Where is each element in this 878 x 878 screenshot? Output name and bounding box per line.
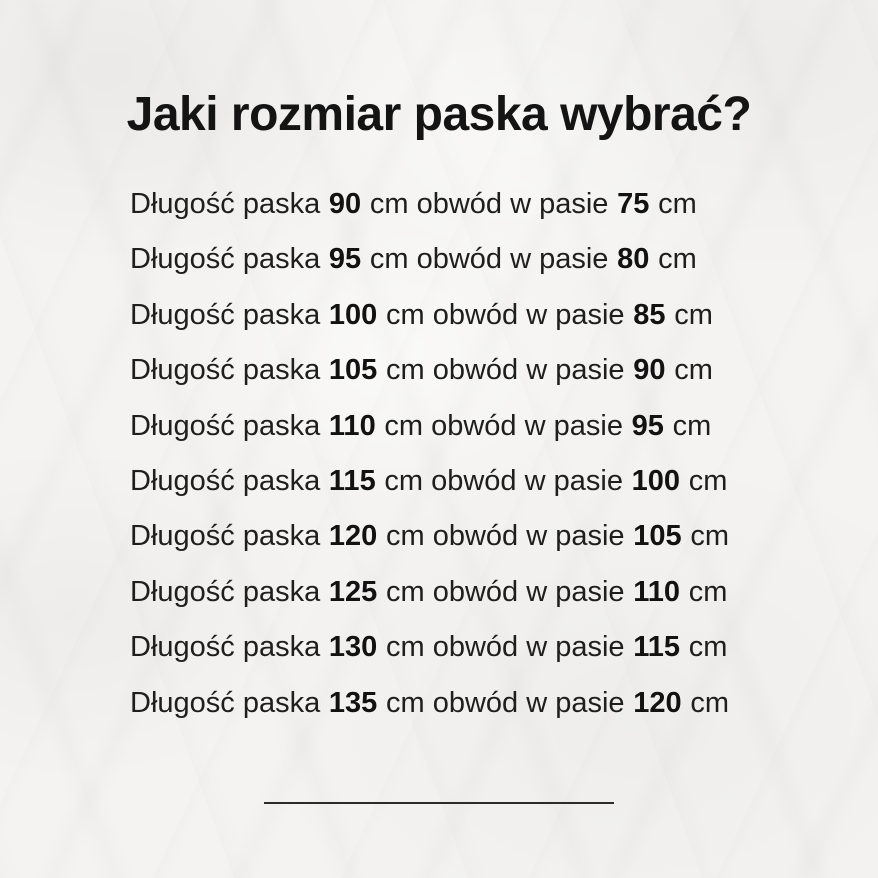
unit-label: cm bbox=[674, 354, 713, 387]
size-row: Długość paska 115 cm obwód w pasie 100 cm bbox=[130, 454, 818, 509]
waist-label: cm obwód w pasie bbox=[369, 243, 609, 276]
waist-label: cm obwód w pasie bbox=[369, 188, 609, 220]
unit-label: cm bbox=[658, 188, 697, 220]
size-row: Długość paska 130 cm obwód w pasie 115 cm bbox=[130, 620, 818, 675]
belt-length-label: Długość paska bbox=[130, 409, 321, 442]
unit-label: cm bbox=[688, 464, 728, 497]
waist-value: 80 bbox=[617, 243, 650, 276]
unit-label: cm bbox=[672, 409, 712, 442]
belt-length-label: Długość paska bbox=[130, 686, 321, 719]
waist-label: cm obwód w pasie bbox=[385, 686, 625, 719]
waist-label: cm obwód w pasie bbox=[385, 520, 625, 553]
size-list: Długość paska 90 cm obwód w pasie 75 cm Dług… bbox=[130, 177, 818, 731]
belt-length-value: 135 bbox=[328, 686, 378, 719]
waist-value: 115 bbox=[633, 631, 681, 664]
size-row: Długość paska 95 cm obwód w pasie 80 cm bbox=[130, 232, 818, 287]
unit-label: cm bbox=[690, 520, 729, 553]
waist-value: 90 bbox=[633, 354, 666, 387]
waist-value: 100 bbox=[631, 464, 681, 497]
unit-label: cm bbox=[688, 575, 728, 608]
size-row: Długość paska 120 cm obwód w pasie 105 cm bbox=[130, 509, 818, 564]
waist-label: cm obwód w pasie bbox=[384, 464, 623, 497]
size-row: Długość paska 100 cm obwód w pasie 85 cm bbox=[130, 288, 818, 343]
waist-value: 85 bbox=[633, 298, 666, 331]
belt-length-label: Długość paska bbox=[130, 520, 321, 553]
waist-label: cm obwód w pasie bbox=[385, 575, 625, 608]
waist-label: cm obwód w pasie bbox=[385, 354, 625, 387]
belt-length-label: Długość paska bbox=[130, 631, 321, 664]
belt-length-label: Długość paska bbox=[130, 243, 321, 276]
divider-line bbox=[264, 802, 614, 804]
size-row: Długość paska 90 cm obwód w pasie 75 cm bbox=[130, 177, 818, 232]
belt-length-label: Długość paska bbox=[130, 354, 321, 387]
waist-value: 105 bbox=[633, 520, 682, 553]
waist-label: cm obwód w pasie bbox=[385, 298, 625, 331]
belt-length-label: Długość paska bbox=[130, 188, 321, 220]
waist-label: cm obwód w pasie bbox=[385, 631, 625, 664]
waist-value: 95 bbox=[631, 409, 664, 442]
waist-value: 110 bbox=[633, 575, 681, 608]
belt-length-value: 115 bbox=[328, 464, 376, 497]
waist-label: cm obwód w pasie bbox=[384, 409, 623, 442]
belt-length-value: 105 bbox=[328, 354, 378, 387]
unit-label: cm bbox=[674, 298, 713, 331]
unit-label: cm bbox=[688, 631, 728, 664]
unit-label: cm bbox=[690, 686, 729, 719]
belt-length-value: 95 bbox=[328, 243, 362, 276]
size-row: Długość paska 125 cm obwód w pasie 110 cm bbox=[130, 565, 818, 620]
belt-length-label: Długość paska bbox=[130, 575, 321, 608]
belt-length-label: Długość paska bbox=[130, 298, 321, 331]
belt-length-value: 125 bbox=[328, 575, 378, 608]
unit-label: cm bbox=[658, 243, 697, 276]
belt-length-value: 110 bbox=[328, 409, 376, 442]
page-title: Jaki rozmiar paska wybrać? bbox=[126, 88, 752, 142]
belt-length-label: Długość paska bbox=[130, 464, 321, 497]
waist-value: 75 bbox=[617, 188, 650, 220]
belt-length-value: 90 bbox=[328, 188, 362, 220]
size-row: Długość paska 135 cm obwód w pasie 120 cm bbox=[130, 676, 818, 731]
belt-length-value: 130 bbox=[328, 631, 378, 664]
belt-length-value: 120 bbox=[328, 520, 378, 553]
belt-length-value: 100 bbox=[328, 298, 378, 331]
waist-value: 120 bbox=[633, 686, 682, 719]
size-row: Długość paska 105 cm obwód w pasie 90 cm bbox=[130, 343, 818, 398]
size-row: Długość paska 110 cm obwód w pasie 95 cm bbox=[130, 399, 818, 454]
